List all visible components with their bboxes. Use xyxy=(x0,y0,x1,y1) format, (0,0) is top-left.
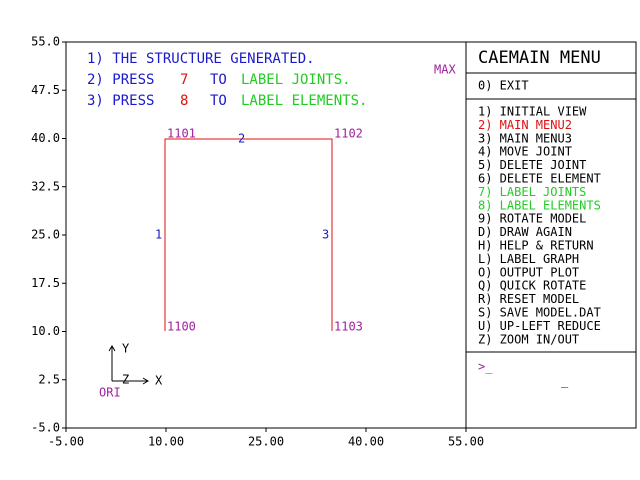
origin-x: X xyxy=(155,374,163,388)
y-tick-label: 40.0 xyxy=(31,131,60,145)
menu-item[interactable]: L) LABEL GRAPH xyxy=(478,252,579,266)
y-tick-label: 17.5 xyxy=(31,276,60,290)
instruction-text: 3) PRESS xyxy=(87,93,154,109)
menu-item[interactable]: 6) DELETE ELEMENT xyxy=(478,172,601,186)
joint-label: 1101 xyxy=(167,127,196,141)
menu-item[interactable]: 7) LABEL JOINTS xyxy=(478,185,586,199)
menu-item[interactable]: 4) MOVE JOINT xyxy=(478,145,572,159)
menu-item[interactable]: O) OUTPUT PLOT xyxy=(478,265,579,279)
menu-title: CAEMAIN MENU xyxy=(478,48,601,68)
element-label: 2 xyxy=(238,132,245,146)
menu-item[interactable]: 5) DELETE JOINT xyxy=(478,158,586,172)
x-tick-label: -5.00 xyxy=(48,435,84,449)
y-tick-label: 32.5 xyxy=(31,179,60,193)
y-axis: 55.0 47.5 40.0 32.5 25.0 17.5 10.0 2.5 -5.0 xyxy=(31,35,60,435)
menu-item[interactable]: 1) INITIAL VIEW xyxy=(478,105,587,119)
origin-label: ORI xyxy=(99,386,121,400)
origin-axes xyxy=(108,345,149,385)
menu-item[interactable]: 2) MAIN MENU2 xyxy=(478,118,572,132)
menu-item[interactable]: 9) ROTATE MODEL xyxy=(478,212,586,226)
x-axis: -5.00 10.00 25.00 40.00 55.00 xyxy=(48,435,484,449)
axis-ticks xyxy=(62,41,467,432)
origin-z: Z xyxy=(122,373,129,387)
instruction-action: LABEL ELEMENTS. xyxy=(241,93,367,109)
prompt[interactable]: >_ xyxy=(478,360,493,374)
x-tick-label: 40.00 xyxy=(348,435,384,449)
y-tick-label: 2.5 xyxy=(38,372,60,386)
joint-label: 1103 xyxy=(334,320,363,334)
element-label: 3 xyxy=(322,228,329,242)
menu-item[interactable]: Q) QUICK ROTATE xyxy=(478,279,586,293)
structure-frame xyxy=(164,138,333,331)
cursor: _ xyxy=(561,374,569,388)
menu-item[interactable]: U) UP-LEFT REDUCE xyxy=(478,319,601,333)
menu-item[interactable]: 3) MAIN MENU3 xyxy=(478,131,572,145)
menu-item[interactable]: Z) ZOOM IN/OUT xyxy=(478,332,579,346)
instruction-text: 2) PRESS xyxy=(87,72,154,88)
y-tick-label: 25.0 xyxy=(31,228,60,242)
x-tick-label: 25.00 xyxy=(248,435,284,449)
instruction: 2) PRESS 7 TO LABEL JOINTS. xyxy=(87,72,351,88)
element-label: 1 xyxy=(155,228,162,242)
menu-item[interactable]: D) DRAW AGAIN xyxy=(478,225,572,239)
menu-frame xyxy=(465,41,637,429)
instruction: 1) THE STRUCTURE GENERATED. xyxy=(87,51,315,67)
menu-exit[interactable]: 0) EXIT xyxy=(478,79,529,93)
y-tick-label: -5.0 xyxy=(31,421,60,435)
y-tick-label: 47.5 xyxy=(31,83,60,97)
key: 7 xyxy=(180,72,188,88)
y-tick-label: 10.0 xyxy=(31,324,60,338)
max-label: MAX xyxy=(434,63,456,77)
menu-item[interactable]: H) HELP & RETURN xyxy=(478,239,594,253)
instruction-text: TO xyxy=(210,72,227,88)
instruction: 3) PRESS 8 TO LABEL ELEMENTS. xyxy=(87,93,367,109)
menu-item[interactable]: R) RESET MODEL xyxy=(478,292,579,306)
origin-y: Y xyxy=(122,342,130,356)
x-tick-label: 10.00 xyxy=(148,435,184,449)
instruction-action: LABEL JOINTS. xyxy=(241,72,351,88)
menu-item[interactable]: S) SAVE MODEL.DAT xyxy=(478,306,601,320)
joint-label: 1100 xyxy=(167,320,196,334)
x-tick-label: 55.00 xyxy=(448,435,484,449)
instruction-text: TO xyxy=(210,93,227,109)
menu-item[interactable]: 8) LABEL ELEMENTS xyxy=(478,198,601,212)
y-tick-label: 55.0 xyxy=(31,35,60,49)
key: 8 xyxy=(180,93,188,109)
joint-label: 1102 xyxy=(334,127,363,141)
